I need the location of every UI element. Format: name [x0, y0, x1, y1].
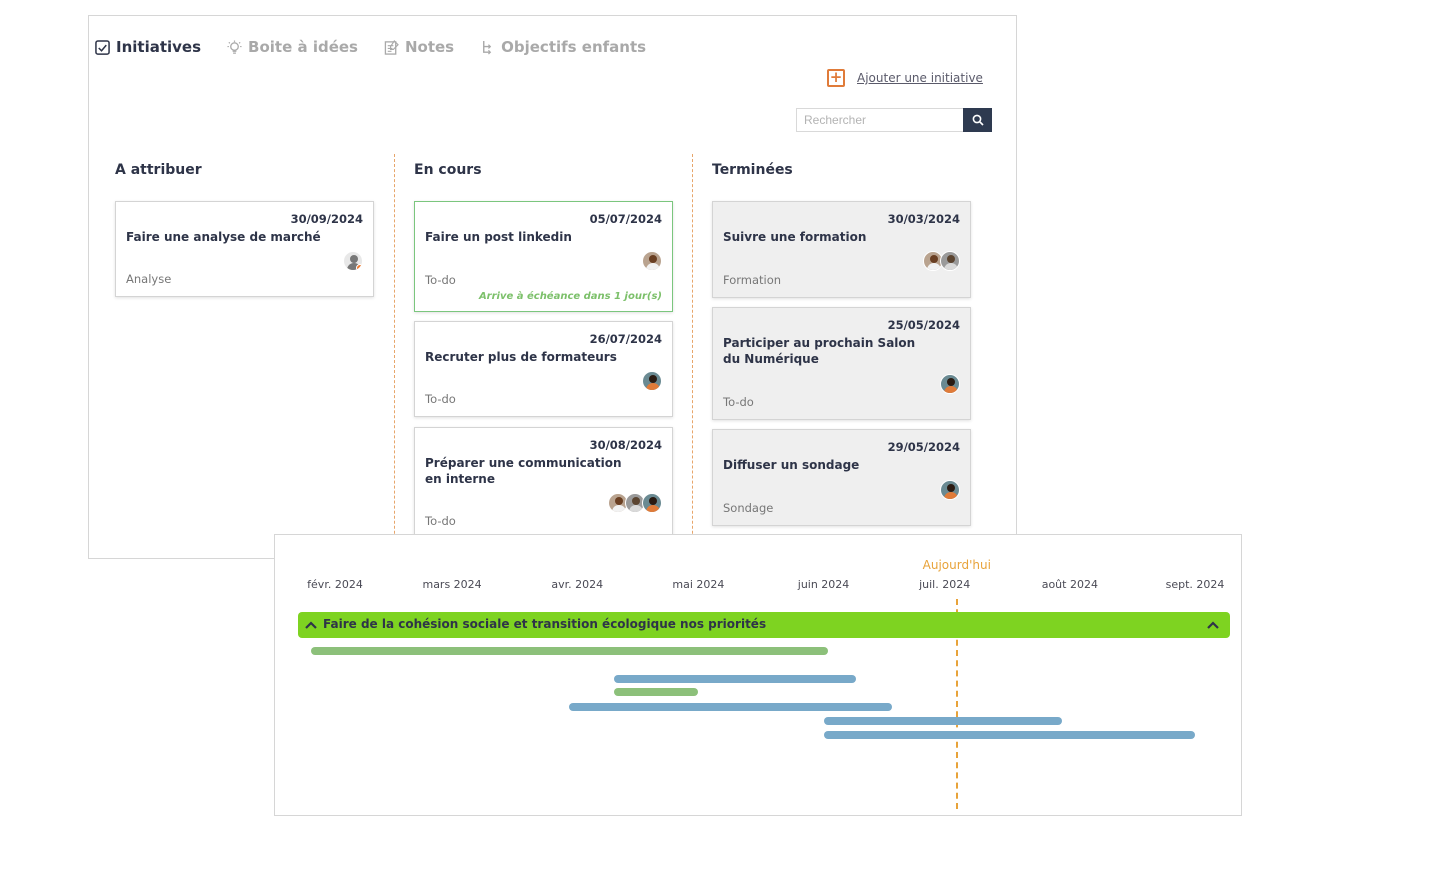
- add-initiative-label: Ajouter une initiative: [857, 71, 983, 85]
- initiative-timeline-bar[interactable]: [613, 675, 856, 683]
- card-title: Participer au prochain Salon du Numériqu…: [723, 336, 916, 366]
- initiatives-panel: Initiatives Boite à idées Notes Objectif…: [88, 15, 1017, 559]
- avatar: [940, 251, 960, 271]
- card-date: 30/09/2024: [290, 212, 363, 226]
- due-warning: Arrive à échéance dans 1 jour(s): [478, 291, 662, 302]
- avatar: [642, 493, 662, 513]
- tab-label: Objectifs enfants: [501, 38, 647, 56]
- card-category: Analyse: [126, 272, 172, 286]
- roadmap-timeline: Aujourd'hui Faire de la cohésion sociale…: [274, 534, 1242, 816]
- goal-title: Faire de la cohésion sociale et transiti…: [323, 617, 767, 631]
- initiative-card[interactable]: 05/07/2024 Faire un post linkedin To-do …: [414, 201, 673, 312]
- card-title: Faire un post linkedin: [425, 230, 572, 244]
- card-date: 05/07/2024: [589, 212, 662, 226]
- chevron-up-icon[interactable]: [304, 618, 318, 632]
- tab-notes[interactable]: Notes: [384, 38, 454, 56]
- column-title-to-assign: A attribuer: [115, 162, 202, 178]
- card-category: To-do: [425, 273, 456, 287]
- card-title: Diffuser un sondage: [723, 458, 860, 472]
- initiative-timeline-bar[interactable]: [823, 717, 1062, 725]
- card-date: 26/07/2024: [589, 332, 662, 346]
- initiative-timeline-bar[interactable]: [310, 647, 828, 655]
- add-initiative-link[interactable]: + Ajouter une initiative: [827, 69, 983, 87]
- search-input[interactable]: [796, 108, 963, 132]
- search-bar: [796, 108, 992, 132]
- initiative-card[interactable]: 30/03/2024 Suivre une formation Formatio…: [712, 201, 971, 298]
- avatar: [625, 493, 645, 513]
- initiative-card[interactable]: 30/09/2024 Faire une analyse de marché A…: [115, 201, 374, 297]
- tab-label: Initiatives: [116, 38, 202, 56]
- month-label: sept. 2024: [1165, 578, 1225, 591]
- initiative-card[interactable]: 26/07/2024 Recruter plus de formateurs T…: [414, 321, 673, 417]
- initiative-card[interactable]: 29/05/2024 Diffuser un sondage Sondage: [712, 429, 971, 526]
- card-assignees: [940, 480, 960, 500]
- column-title-done: Terminées: [712, 162, 793, 178]
- card-date: 30/08/2024: [589, 438, 662, 452]
- card-assignees: [343, 251, 363, 271]
- card-assignees: [642, 371, 662, 391]
- card-assignees: [923, 251, 960, 271]
- month-label: avr. 2024: [551, 578, 604, 591]
- month-label: févr. 2024: [307, 578, 363, 591]
- tab-child-goals[interactable]: Objectifs enfants: [480, 38, 646, 56]
- card-category: To-do: [723, 395, 754, 409]
- month-label: mai 2024: [672, 578, 725, 591]
- card-date: 29/05/2024: [887, 440, 960, 454]
- tab-initiatives[interactable]: Initiatives: [95, 38, 201, 56]
- month-label: juin 2024: [797, 578, 850, 591]
- card-title: Recruter plus de formateurs: [425, 350, 617, 364]
- column-divider: [394, 154, 395, 558]
- avatar: [642, 251, 662, 271]
- card-category: Formation: [723, 273, 782, 287]
- search-button[interactable]: [963, 108, 992, 132]
- avatar: [940, 374, 960, 394]
- avatar: [608, 493, 628, 513]
- card-assignees: [940, 374, 960, 394]
- column-title-in-progress: En cours: [414, 162, 482, 178]
- notification-dot: [356, 264, 362, 270]
- checkbox-icon: [95, 39, 110, 55]
- month-label: juil. 2024: [919, 578, 971, 591]
- initiative-timeline-bar[interactable]: [569, 703, 893, 711]
- initiative-timeline-bar[interactable]: [613, 688, 699, 696]
- initiative-timeline-bar[interactable]: [823, 731, 1195, 739]
- card-title: Suivre une formation: [723, 230, 867, 244]
- month-label: août 2024: [1041, 578, 1098, 591]
- card-assignees: [642, 251, 662, 271]
- card-title: Faire une analyse de marché: [126, 230, 321, 244]
- card-category: To-do: [425, 514, 456, 528]
- child-goals-icon: [480, 40, 495, 55]
- initiative-card[interactable]: 25/05/2024 Participer au prochain Salon …: [712, 307, 971, 420]
- goal-bar[interactable]: Faire de la cohésion sociale et transiti…: [298, 612, 1230, 638]
- collapse-chevron-icon[interactable]: [1206, 618, 1220, 632]
- avatar: [923, 251, 943, 271]
- card-category: Sondage: [723, 501, 774, 515]
- plus-icon: +: [827, 69, 845, 87]
- search-icon: [972, 111, 984, 130]
- avatar: [343, 251, 363, 271]
- column-divider: [692, 154, 693, 558]
- lightbulb-icon: [227, 39, 242, 55]
- today-marker-line: [955, 599, 958, 809]
- initiative-card[interactable]: 30/08/2024 Préparer une communication en…: [414, 427, 673, 539]
- avatar: [940, 480, 960, 500]
- card-title: Préparer une communication en interne: [425, 456, 622, 486]
- avatar: [642, 371, 662, 391]
- tab-label: Notes: [404, 38, 455, 56]
- card-category: To-do: [425, 392, 456, 406]
- tab-label: Boite à idées: [248, 38, 358, 56]
- tab-bar: Initiatives Boite à idées Notes Objectif…: [95, 38, 672, 56]
- card-assignees: [608, 493, 662, 513]
- card-date: 25/05/2024: [887, 318, 960, 332]
- today-label: Aujourd'hui: [922, 558, 991, 572]
- card-date: 30/03/2024: [887, 212, 960, 226]
- notes-icon: [384, 39, 399, 55]
- tab-idea-box[interactable]: Boite à idées: [227, 38, 358, 56]
- month-label: mars 2024: [422, 578, 482, 591]
